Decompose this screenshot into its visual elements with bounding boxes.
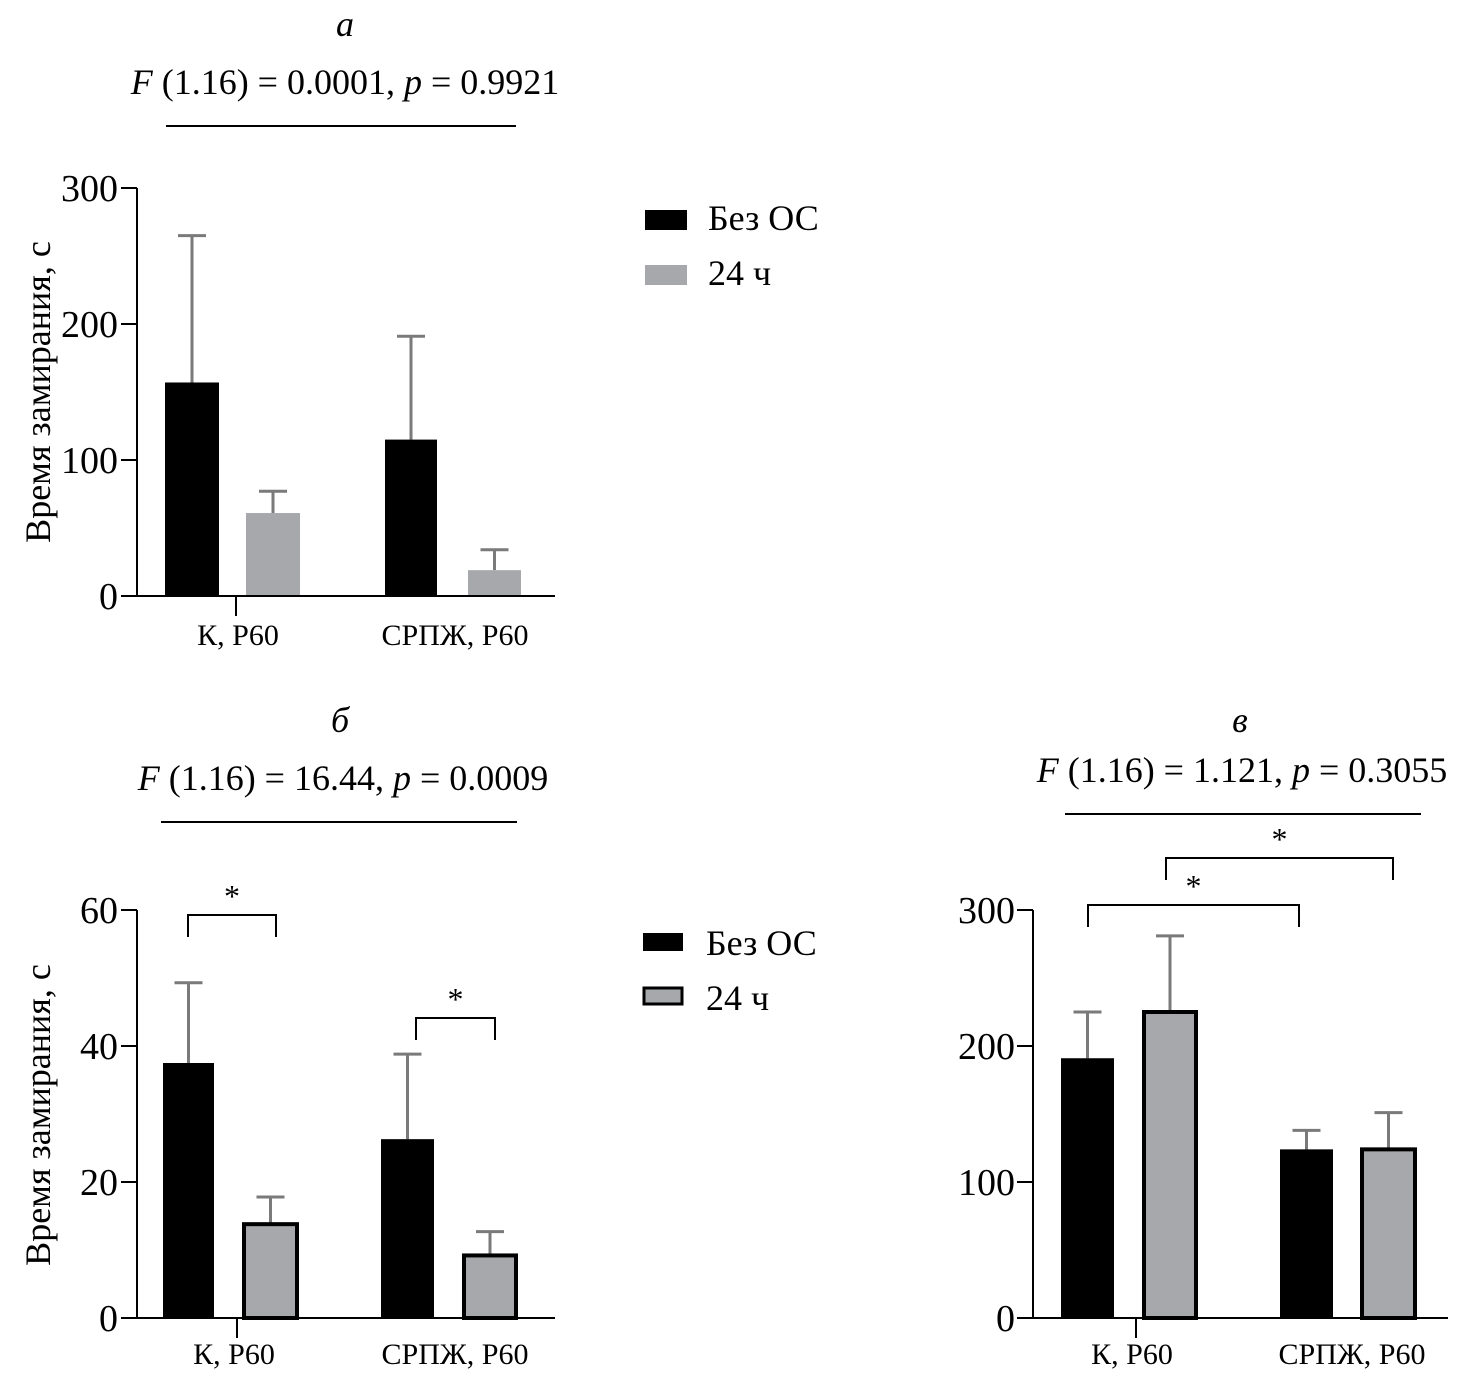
significance-star-c-1: *: [1272, 821, 1288, 857]
legend-b-swatch-black: [643, 933, 683, 951]
panel-c-stat-rest: = 0.3055: [1310, 750, 1447, 790]
panel-a-stat-rest: = 0.9921: [422, 62, 559, 102]
y-tick-label-a-0: 0: [99, 576, 118, 618]
significance-star-c-0: *: [1186, 868, 1202, 904]
panel-a-stat-p: p: [401, 62, 422, 102]
bar-b-bez-os-k: [163, 1063, 214, 1318]
bar-a-bez-os-k: [165, 382, 219, 596]
legend-a-swatch-gray: [645, 265, 687, 285]
y-tick-label-a-3: 300: [61, 168, 118, 210]
panel-b: б F (1.16) = 16.44, p = 0.0009 0 20 40 60 Вр…: [18, 700, 817, 1371]
x-category-label-a-1: СРПЖ, Р60: [382, 619, 529, 652]
bar-a-bez-os-srpzh: [385, 439, 437, 596]
bar-b-bez-os-srpzh: [381, 1139, 434, 1318]
y-tick-label-a-1: 100: [61, 440, 118, 482]
x-category-label-c-0: К, Р60: [1091, 1338, 1173, 1371]
panel-c-stat-f: F: [1036, 750, 1060, 790]
y-tick-label-b-3: 60: [80, 890, 118, 932]
panel-a: а F (1.16) = 0.0001, p = 0.9921 0 100 200 3…: [18, 4, 819, 652]
panel-b-stat-p: p: [390, 758, 411, 798]
bar-a-24h-srpzh: [468, 570, 521, 596]
panel-a-stat-f: F: [130, 62, 154, 102]
bar-c-24h-srpzh: [1360, 1147, 1417, 1320]
legend-a: Без ОС 24 ч: [645, 198, 819, 293]
significance-star-b-0: *: [224, 878, 240, 914]
y-axis-title-a: Время замирания, с: [18, 241, 58, 543]
significance-bracket-b-0: [187, 914, 277, 937]
y-tick-label-b-2: 40: [80, 1026, 118, 1068]
x-category-label-c-1: СРПЖ, Р60: [1279, 1338, 1426, 1371]
panel-b-letter: б: [331, 700, 351, 740]
y-tick-label-c-0: 0: [996, 1298, 1015, 1340]
y-tick-label-c-1: 100: [958, 1162, 1015, 1204]
chart-c: 0 100 200 300 К, Р60 СРПЖ, Р60 * *: [958, 821, 1448, 1371]
y-tick-label-c-2: 200: [958, 1026, 1015, 1068]
legend-a-label-gray: 24 ч: [708, 253, 771, 293]
panel-b-stat: F (1.16) = 16.44, p = 0.0009: [137, 758, 549, 798]
y-tick-label-c-3: 300: [958, 890, 1015, 932]
significance-bracket-c-0: [1087, 904, 1300, 927]
y-tick-label-b-0: 0: [99, 1298, 118, 1340]
legend-a-swatch-black: [645, 210, 687, 230]
panel-a-letter: а: [336, 4, 354, 44]
x-category-label-b-0: К, Р60: [193, 1338, 275, 1371]
bar-b-24h-srpzh: [462, 1253, 518, 1320]
bar-c-bez-os-srpzh: [1280, 1149, 1333, 1318]
panel-b-stat-f: F: [137, 758, 161, 798]
legend-b-label-gray: 24 ч: [706, 978, 769, 1018]
bar-c-bez-os-k: [1061, 1058, 1114, 1318]
y-tick-label-b-1: 20: [80, 1162, 118, 1204]
panel-c-letter: в: [1232, 700, 1248, 740]
panel-b-stat-rest: = 0.0009: [411, 758, 548, 798]
bar-c-24h-k: [1142, 1010, 1198, 1320]
significance-star-b-1: *: [448, 981, 464, 1017]
legend-b-label-black: Без ОС: [706, 923, 817, 963]
panel-c-stat-args: (1.16) = 1.121,: [1059, 750, 1292, 790]
x-category-label-b-1: СРПЖ, Р60: [382, 1338, 529, 1371]
significance-bracket-c-1: [1165, 857, 1394, 880]
chart-b: 0 20 40 60 Время замирания, с К, Р60 СРПЖ, Р60…: [18, 878, 555, 1371]
significance-bracket-b-1: [415, 1017, 496, 1040]
x-category-label-a-0: К, Р60: [197, 619, 279, 652]
bar-b-24h-k: [242, 1222, 299, 1321]
legend-a-label-black: Без ОС: [708, 198, 819, 238]
panel-a-stat-args: (1.16) = 0.0001,: [153, 62, 404, 102]
panel-c-stat: F (1.16) = 1.121, p = 0.3055: [1036, 750, 1448, 790]
panel-c: в F (1.16) = 1.121, p = 0.3055 0 100 200 30…: [958, 700, 1448, 1371]
panel-a-stat: F (1.16) = 0.0001, p = 0.9921: [130, 62, 560, 102]
y-tick-label-a-2: 200: [61, 304, 118, 346]
legend-b-swatch-gray: [642, 986, 684, 1006]
panel-c-stat-p: p: [1289, 750, 1310, 790]
legend-b: Без ОС 24 ч: [642, 923, 817, 1018]
y-axis-title-b: Время замирания, с: [18, 964, 58, 1266]
bar-a-24h-k: [246, 513, 300, 596]
panel-b-stat-args: (1.16) = 16.44,: [160, 758, 393, 798]
